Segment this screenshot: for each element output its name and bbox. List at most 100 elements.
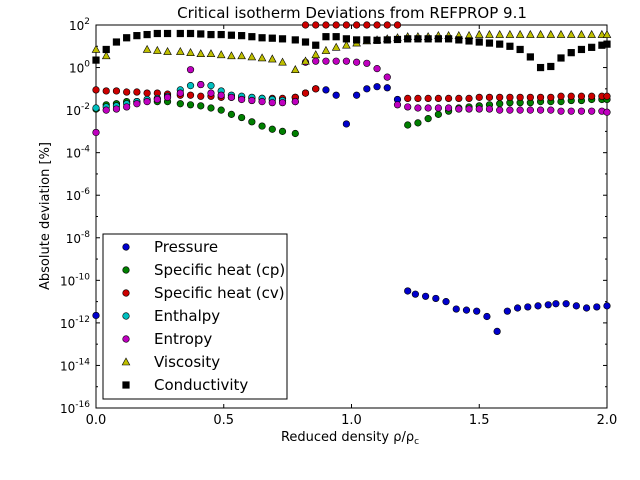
point-viscosity (216, 50, 226, 59)
point-specific-heat-cv (603, 92, 611, 100)
point-enthalpy (207, 82, 215, 90)
point-entropy (123, 103, 131, 111)
point-viscosity (587, 29, 596, 38)
x-tick-label: 1.5 (469, 413, 490, 428)
point-conductivity (434, 35, 442, 43)
point-conductivity (536, 63, 545, 72)
point-conductivity (102, 45, 110, 54)
legend-label: Entropy (154, 330, 212, 348)
point-specific-heat-cv (112, 87, 121, 95)
point-viscosity (526, 29, 535, 38)
y-axis: 102 100 10-2 10-4 10-6 10-8 10-10 10-12 10-14 10-… (60, 17, 607, 416)
point-entropy (496, 106, 504, 114)
point-specific-heat-cv (92, 86, 100, 94)
point-conductivity (332, 33, 340, 41)
point-pressure (473, 307, 481, 315)
point-pressure (503, 307, 511, 315)
point-conductivity (163, 29, 172, 38)
point-pressure (322, 86, 330, 94)
point-viscosity (556, 29, 566, 38)
point-conductivity (577, 45, 586, 54)
point-specific-heat-cv (363, 21, 371, 29)
point-conductivity (373, 36, 381, 44)
point-specific-heat-cv (557, 92, 565, 100)
point-conductivity (557, 54, 565, 62)
point-specific-heat-cp (248, 118, 256, 126)
point-entropy (248, 96, 256, 105)
point-entropy (363, 59, 371, 67)
y-axis-label: Absolute deviation [%] (38, 142, 53, 290)
y-tick-label: 10-16 (60, 400, 90, 416)
point-pressure (332, 91, 340, 99)
legend-box (102, 233, 288, 400)
legend-label: Pressure (154, 238, 218, 256)
legend-label: Specific heat (cp) (154, 261, 285, 279)
legend-marker (122, 266, 130, 274)
point-specific-heat-cv (475, 93, 483, 101)
point-specific-heat-cp (186, 101, 195, 109)
point-enthalpy (92, 104, 100, 112)
point-conductivity (143, 30, 151, 39)
point-conductivity (567, 49, 575, 57)
y-tick-label: 10-12 (60, 315, 90, 331)
point-conductivity (291, 36, 299, 44)
point-entropy (353, 58, 361, 66)
point-specific-heat-cp (238, 113, 246, 122)
legend-marker (122, 289, 130, 297)
point-entropy (506, 106, 514, 114)
x-tick-label: 0.5 (213, 413, 234, 428)
point-specific-heat-cp (207, 104, 215, 112)
y-tick-label: 10-4 (66, 145, 91, 161)
point-pressure (353, 91, 361, 99)
point-specific-heat-cv (102, 87, 110, 95)
point-conductivity (603, 40, 611, 48)
point-conductivity (186, 29, 195, 38)
point-conductivity (475, 38, 483, 46)
point-conductivity (301, 38, 310, 46)
legend-label: Specific heat (cv) (154, 284, 285, 302)
point-viscosity (267, 54, 277, 63)
x-axis-label-subscript: c (414, 437, 419, 447)
point-viscosity (206, 49, 216, 58)
point-conductivity (424, 35, 432, 43)
point-specific-heat-cv (312, 85, 320, 93)
point-entropy (577, 107, 586, 115)
point-pressure (404, 287, 412, 295)
point-entropy (547, 106, 555, 114)
legend-marker (122, 243, 130, 251)
point-entropy (434, 104, 442, 112)
point-specific-heat-cv (465, 94, 473, 103)
point-specific-heat-cp (414, 119, 422, 127)
point-specific-heat-cv (444, 94, 453, 103)
point-entropy (207, 89, 215, 97)
point-pressure (513, 304, 522, 312)
y-tick-label: 10-8 (66, 230, 91, 246)
point-viscosity (163, 46, 172, 55)
point-conductivity (547, 62, 555, 71)
point-entropy (322, 57, 330, 65)
point-entropy (238, 95, 246, 104)
point-specific-heat-cv (301, 21, 310, 29)
point-specific-heat-cv (373, 21, 381, 29)
point-entropy (393, 101, 402, 109)
point-pressure (534, 302, 542, 310)
point-entropy (291, 97, 299, 106)
point-specific-heat-cv (197, 92, 205, 100)
point-conductivity (258, 34, 266, 42)
point-viscosity (474, 29, 484, 38)
point-viscosity (196, 49, 206, 58)
point-conductivity (312, 41, 320, 49)
point-specific-heat-cp (176, 100, 184, 108)
point-specific-heat-cp (404, 121, 412, 129)
point-entropy (485, 105, 494, 113)
point-viscosity (597, 29, 607, 38)
point-pressure (92, 311, 100, 320)
point-specific-heat-cv (383, 21, 391, 29)
point-entropy (102, 106, 110, 114)
point-entropy (278, 99, 287, 107)
point-viscosity (577, 29, 586, 38)
point-pressure (582, 304, 591, 312)
point-entropy (404, 103, 412, 111)
point-specific-heat-cp (291, 129, 299, 138)
point-viscosity (331, 42, 341, 51)
